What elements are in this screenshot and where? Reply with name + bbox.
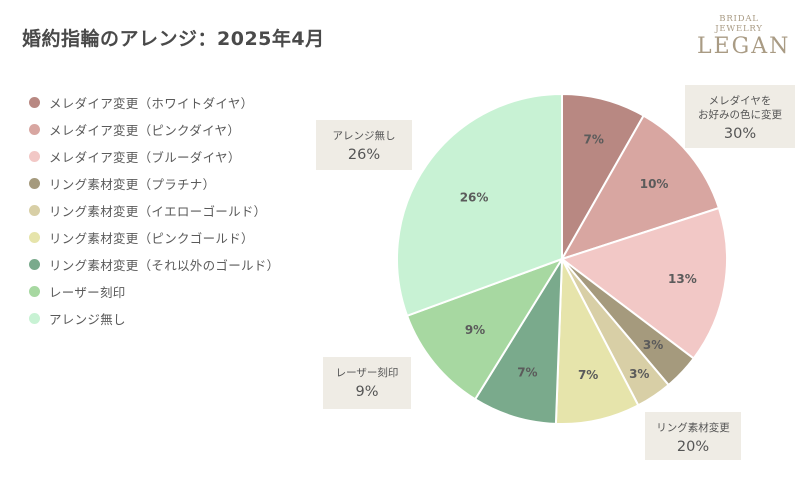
logo-subtitle: BRIDAL JEWELRY: [715, 14, 763, 34]
legend-item: メレダイア変更（ホワイトダイヤ）: [29, 89, 279, 116]
callout-label-line: アレンジ無し: [332, 130, 396, 142]
chart-legend: メレダイア変更（ホワイトダイヤ） メレダイア変更（ピンクダイヤ） メレダイア変更…: [29, 89, 279, 332]
slice-value-label: 7%: [578, 368, 598, 382]
legend-label: メレダイア変更（ピンクダイヤ）: [49, 123, 241, 138]
slice-value-label: 26%: [460, 191, 489, 205]
legend-swatch: [29, 151, 40, 162]
legend-swatch: [29, 97, 40, 108]
logo-wordmark: LEGAN: [697, 34, 791, 59]
slice-value-label: 7%: [517, 366, 537, 380]
legend-item: メレダイア変更（ピンクダイヤ）: [29, 116, 279, 143]
pie-slice: [396, 92, 563, 318]
callout-value: 26%: [347, 147, 381, 163]
slice-value-label: 3%: [629, 367, 649, 381]
pie-slice: [559, 114, 721, 261]
callout-label-line: お好みの色に変更: [698, 109, 782, 121]
legend-item: メレダイア変更（ブルーダイヤ）: [29, 143, 279, 170]
callout-laser-engraving: レーザー刻印 9%: [323, 357, 411, 409]
pie-slice: [405, 257, 565, 401]
legend-label: メレダイア変更（ホワイトダイヤ）: [49, 96, 254, 111]
callout-mele-diamond: メレダイヤを お好みの色に変更 30%: [685, 85, 795, 148]
slice-value-label: 3%: [643, 338, 663, 352]
slice-value-label: 7%: [583, 132, 603, 146]
callout-label-line: メレダイヤを: [708, 95, 772, 107]
legend-swatch: [29, 286, 40, 297]
callout-label-line: レーザー刻印: [335, 367, 399, 379]
callout-no-arrangement: アレンジ無し 26%: [316, 120, 412, 170]
legend-label: リング素材変更（イエローゴールド）: [49, 204, 267, 219]
callout-value: 20%: [676, 439, 710, 455]
callout-label-line: リング素材変更: [656, 422, 730, 434]
callout-value: 9%: [355, 384, 379, 400]
slice-value-label: 10%: [640, 177, 669, 191]
legend-label: アレンジ無し: [49, 312, 126, 327]
legend-swatch: [29, 178, 40, 189]
legend-label: メレダイア変更（ブルーダイヤ）: [49, 150, 241, 165]
legend-item: リング素材変更（ピンクゴールド）: [29, 224, 279, 251]
legend-label: リング素材変更（それ以外のゴールド）: [49, 258, 280, 273]
pie-slice: [559, 206, 728, 360]
legend-swatch: [29, 313, 40, 324]
legend-label: レーザー刻印: [49, 285, 126, 300]
legend-swatch: [29, 232, 40, 243]
slice-value-label: 13%: [668, 272, 697, 286]
legend-swatch: [29, 205, 40, 216]
legend-item: アレンジ無し: [29, 305, 279, 332]
legend-label: リング素材変更（プラチナ）: [49, 177, 216, 192]
legend-item: レーザー刻印: [29, 278, 279, 305]
chart-title: 婚約指輪のアレンジ：2025年4月: [22, 28, 325, 50]
legend-label: リング素材変更（ピンクゴールド）: [49, 231, 254, 246]
legend-swatch: [29, 124, 40, 135]
legend-item: リング素材変更（それ以外のゴールド）: [29, 251, 279, 278]
legend-item: リング素材変更（イエローゴールド）: [29, 197, 279, 224]
callout-ring-material: リング素材変更 20%: [645, 412, 741, 460]
legend-swatch: [29, 259, 40, 270]
brand-logo: BRIDAL JEWELRY LEGAN: [697, 14, 791, 59]
callout-value: 30%: [723, 126, 757, 142]
slice-value-label: 9%: [465, 323, 485, 337]
legend-item: リング素材変更（プラチナ）: [29, 170, 279, 197]
